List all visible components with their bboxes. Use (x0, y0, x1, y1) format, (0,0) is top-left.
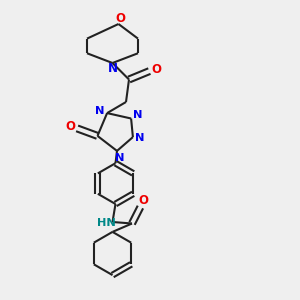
Text: N: N (115, 152, 124, 163)
Text: O: O (151, 63, 161, 76)
Text: N: N (135, 133, 145, 143)
Text: N: N (133, 110, 142, 121)
Text: O: O (138, 194, 148, 207)
Text: O: O (115, 12, 125, 25)
Text: O: O (65, 120, 76, 134)
Text: N: N (95, 106, 105, 116)
Text: N: N (107, 62, 118, 76)
Text: HN: HN (97, 218, 116, 229)
